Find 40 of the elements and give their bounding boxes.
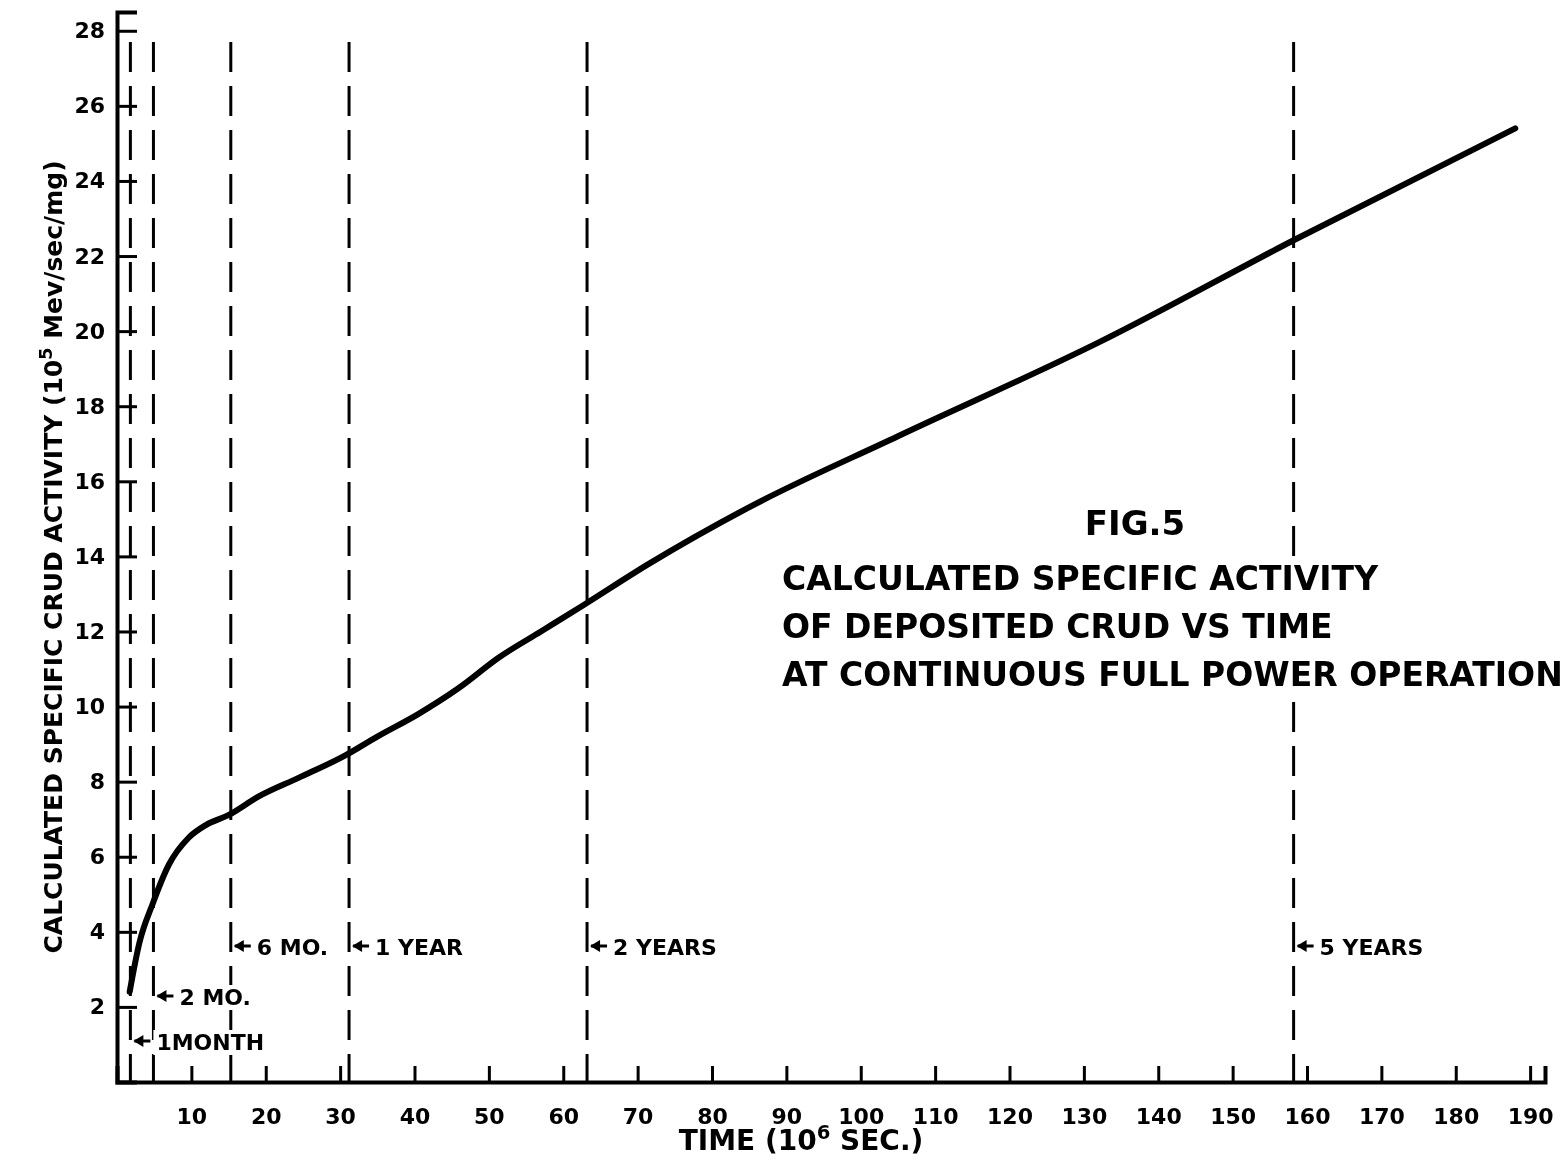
y-tick-label: 12 [74,619,105,645]
y-tick-label: 14 [74,543,105,569]
x-tick-label: 180 [1433,1103,1480,1129]
x-tick-label: 50 [474,1103,505,1129]
y-tick-label: 18 [74,393,105,419]
x-tick-label: 160 [1284,1103,1331,1129]
x-tick-label: 140 [1135,1103,1182,1129]
y-tick-label: 6 [89,844,105,870]
y-tick-label: 28 [74,18,105,44]
x-tick-label: 190 [1507,1103,1554,1129]
y-tick-label: 16 [74,468,105,494]
y-tick-label: 4 [89,919,105,945]
ref-line-label: 1 YEAR [375,935,463,960]
ref-line-label: 5 YEARS [1319,935,1424,960]
x-tick-label: 30 [325,1103,356,1129]
x-tick-label: 40 [399,1103,431,1129]
y-tick-label: 24 [74,168,105,194]
ref-line-label: 6 MO. [256,935,329,960]
x-tick-label: 90 [771,1103,803,1129]
y-tick-label: 20 [74,318,105,344]
y-tick-label: 22 [74,243,105,269]
ref-line-label: 1MONTH [156,1030,265,1055]
y-tick-label: 2 [89,994,105,1020]
x-tick-label: 10 [176,1103,208,1129]
x-tick-label: 150 [1210,1103,1257,1129]
text: FIG.5 [1084,503,1186,543]
x-tick-label: 100 [838,1103,885,1129]
x-tick-label: 110 [912,1103,959,1129]
x-tick-label: 120 [987,1103,1033,1129]
y-tick-label: 10 [74,694,105,720]
x-tick-label: 130 [1061,1103,1108,1129]
ref-line-label: 2 MO. [179,985,251,1010]
x-tick-label: 20 [250,1103,282,1129]
x-tick-label: 60 [548,1103,580,1129]
y-tick-label: 8 [89,769,105,795]
x-tick-label: 170 [1358,1103,1405,1129]
ref-line-label: 2 YEARS [613,935,717,960]
text: CALCULATED SPECIFIC ACTIVITY OF DEPOSITED CRUD VS TIME AT CONTINUOUS FULL POWER OPERATION [782,559,1563,694]
x-tick-label: 70 [622,1103,654,1129]
y-tick-label: 26 [74,93,105,119]
